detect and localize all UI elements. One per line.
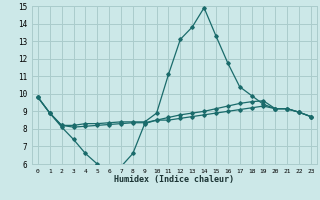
X-axis label: Humidex (Indice chaleur): Humidex (Indice chaleur)	[115, 175, 234, 184]
